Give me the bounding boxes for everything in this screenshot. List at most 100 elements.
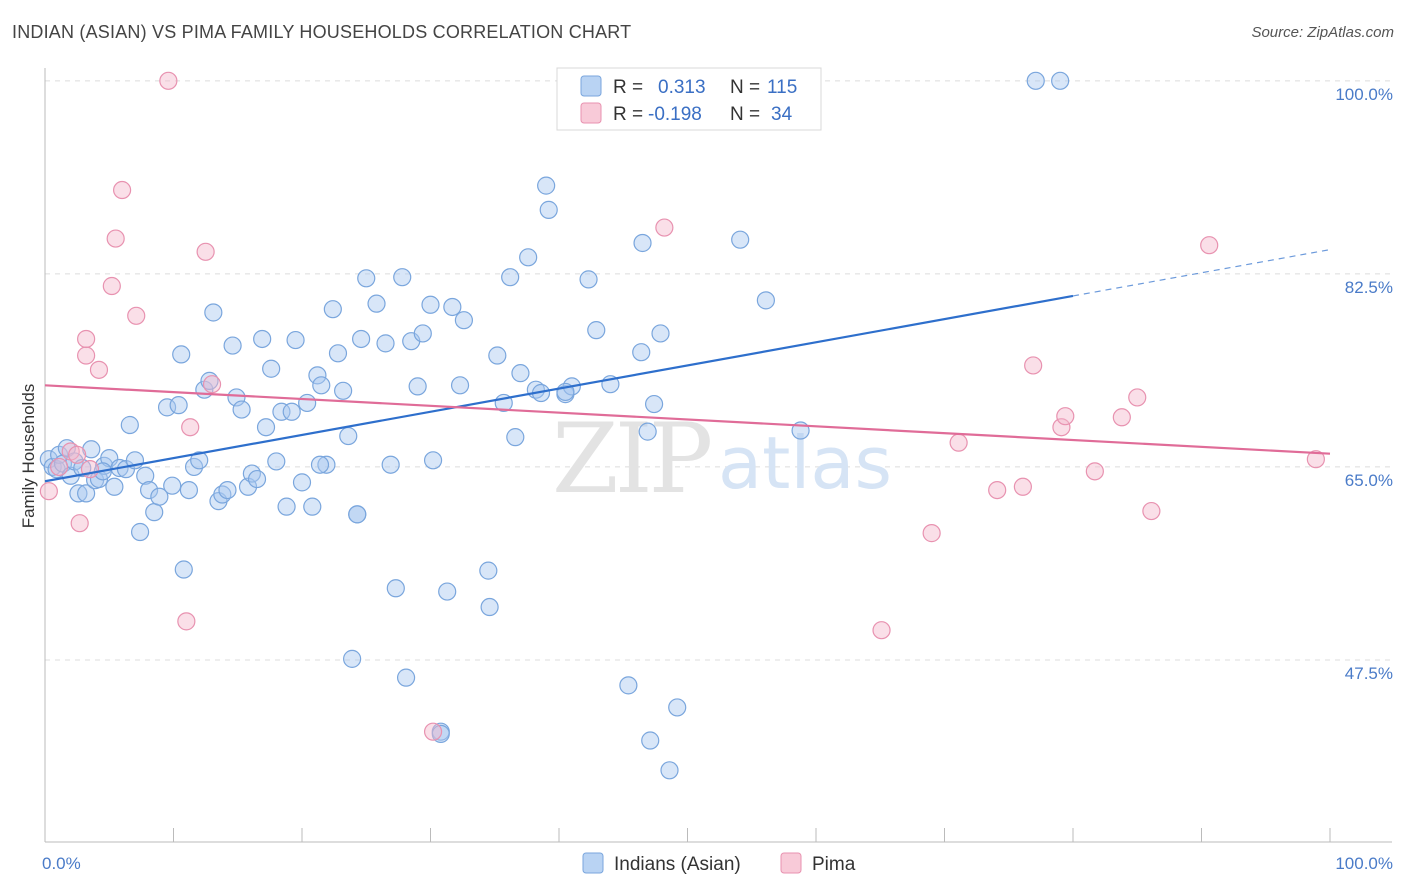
point-pima-1: [50, 457, 69, 477]
point-pima-24: [1052, 418, 1071, 437]
point-indians-53: [286, 330, 305, 350]
point-pima-17: [655, 218, 674, 237]
point-indians-46: [253, 329, 272, 349]
point-pima-6: [89, 360, 109, 379]
point-indians-105: [638, 422, 657, 441]
trend-line-indians-extension: [1072, 249, 1331, 297]
point-indians-23: [139, 480, 159, 500]
point-indians-75: [408, 377, 427, 396]
point-indians-59: [317, 455, 336, 474]
point-indians-108: [668, 698, 687, 717]
point-indians-71: [386, 579, 405, 598]
point-indians-99: [587, 321, 606, 340]
point-indians-111: [756, 291, 775, 310]
point-indians-90: [511, 364, 530, 383]
point-pima-12: [177, 612, 196, 631]
point-indians-28: [169, 396, 188, 415]
bottom-legend-swatch-pink: [780, 852, 802, 874]
chart-title: INDIAN (ASIAN) VS PIMA FAMILY HOUSEHOLDS…: [12, 22, 632, 42]
point-pima-13: [181, 418, 200, 437]
legend-n-label-1: N =: [730, 77, 760, 98]
point-pima-10: [127, 306, 146, 325]
point-indians-33: [190, 451, 209, 470]
point-indians-39: [218, 480, 237, 500]
point-indians-40: [223, 336, 242, 355]
point-pima-32: [68, 445, 87, 464]
point-indians-107: [651, 324, 670, 343]
x-tick-label-1: 100.0%: [1335, 854, 1393, 873]
point-pima-14: [196, 242, 215, 261]
point-indians-36: [204, 303, 223, 322]
point-indians-86: [488, 346, 507, 365]
y-tick-labels: 100.0% 82.5% 65.0% 47.5%: [1335, 85, 1393, 683]
point-pima-18: [872, 621, 891, 640]
legend-n-value-2: 34: [771, 104, 793, 125]
point-indians-8: [69, 484, 88, 503]
point-indians-16: [105, 477, 124, 496]
point-indians-67: [357, 269, 376, 288]
grid-lines: [45, 80, 1392, 661]
point-pima-28: [1128, 388, 1147, 407]
point-indians-22: [136, 466, 155, 485]
y-tick-label-0: 100.0%: [1335, 85, 1393, 104]
point-indians-77: [421, 295, 440, 314]
point-indians-58: [312, 376, 331, 395]
point-indians-50: [272, 402, 291, 421]
point-pima-19: [922, 524, 941, 543]
correlation-legend: R = 0.313 N = 115 R = -0.198 N = 34: [556, 67, 822, 131]
point-pima-20: [949, 433, 968, 452]
point-indians-27: [163, 476, 182, 495]
legend-r-label-1: R =: [613, 77, 643, 98]
point-indians-60: [323, 300, 342, 319]
trend-lines: [44, 249, 1331, 483]
point-pima-21: [988, 480, 1007, 500]
point-indians-102: [632, 343, 651, 362]
point-pima-27: [1112, 408, 1131, 427]
point-indians-57: [308, 366, 327, 385]
point-indians-89: [506, 428, 525, 447]
point-indians-84: [479, 561, 498, 580]
point-indians-76: [413, 324, 432, 343]
point-indians-85: [480, 597, 499, 617]
y-axis-title: Family Households: [19, 384, 38, 529]
watermark-atlas: atlas: [718, 421, 892, 505]
point-indians-104: [633, 233, 652, 253]
source-label: Source: ZipAtlas.com: [1251, 24, 1394, 41]
series-indians-asian: [39, 71, 1070, 780]
point-pima-23: [1024, 356, 1043, 375]
point-indians-70: [381, 455, 400, 474]
point-indians-98: [579, 270, 598, 289]
point-indians-54: [292, 473, 312, 492]
point-pima-22: [1013, 477, 1032, 496]
point-indians-80: [438, 582, 457, 601]
point-indians-55: [298, 393, 317, 413]
point-indians-110: [731, 230, 750, 249]
point-indians-44: [242, 464, 261, 483]
point-pima-31: [1306, 450, 1325, 469]
legend-r-label-2: R =: [613, 104, 643, 125]
point-indians-48: [262, 359, 281, 378]
point-indians-109: [660, 761, 679, 780]
y-tick-label-1: 82.5%: [1345, 278, 1393, 297]
point-indians-116: [348, 505, 367, 524]
point-indians-95: [539, 200, 558, 219]
point-pima-11: [159, 71, 178, 90]
point-indians-56: [303, 497, 322, 516]
point-indians-30: [174, 560, 193, 579]
point-indians-69: [376, 334, 395, 353]
point-pima-16: [423, 722, 443, 741]
point-indians-63: [339, 426, 358, 446]
point-indians-106: [644, 394, 664, 414]
trend-line-indians: [44, 294, 1074, 483]
point-indians-113: [1026, 71, 1045, 90]
bottom-legend-label-indians: Indians (Asian): [614, 854, 741, 875]
point-indians-47: [256, 418, 276, 437]
point-pima-4: [77, 346, 96, 365]
point-indians-51: [277, 497, 296, 516]
point-pima-30: [1200, 236, 1219, 255]
point-indians-21: [130, 522, 150, 542]
point-indians-64: [343, 649, 362, 668]
legend-r-value-2: -0.198: [648, 104, 702, 125]
legend-swatch-pink: [580, 102, 602, 124]
point-indians-114: [1051, 71, 1070, 90]
